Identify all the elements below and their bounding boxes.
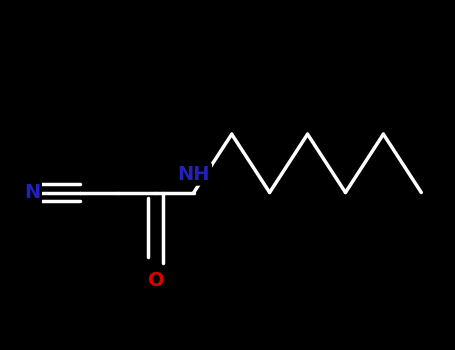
Text: N: N — [24, 183, 40, 202]
Text: NH: NH — [177, 165, 210, 184]
Text: O: O — [147, 271, 164, 290]
